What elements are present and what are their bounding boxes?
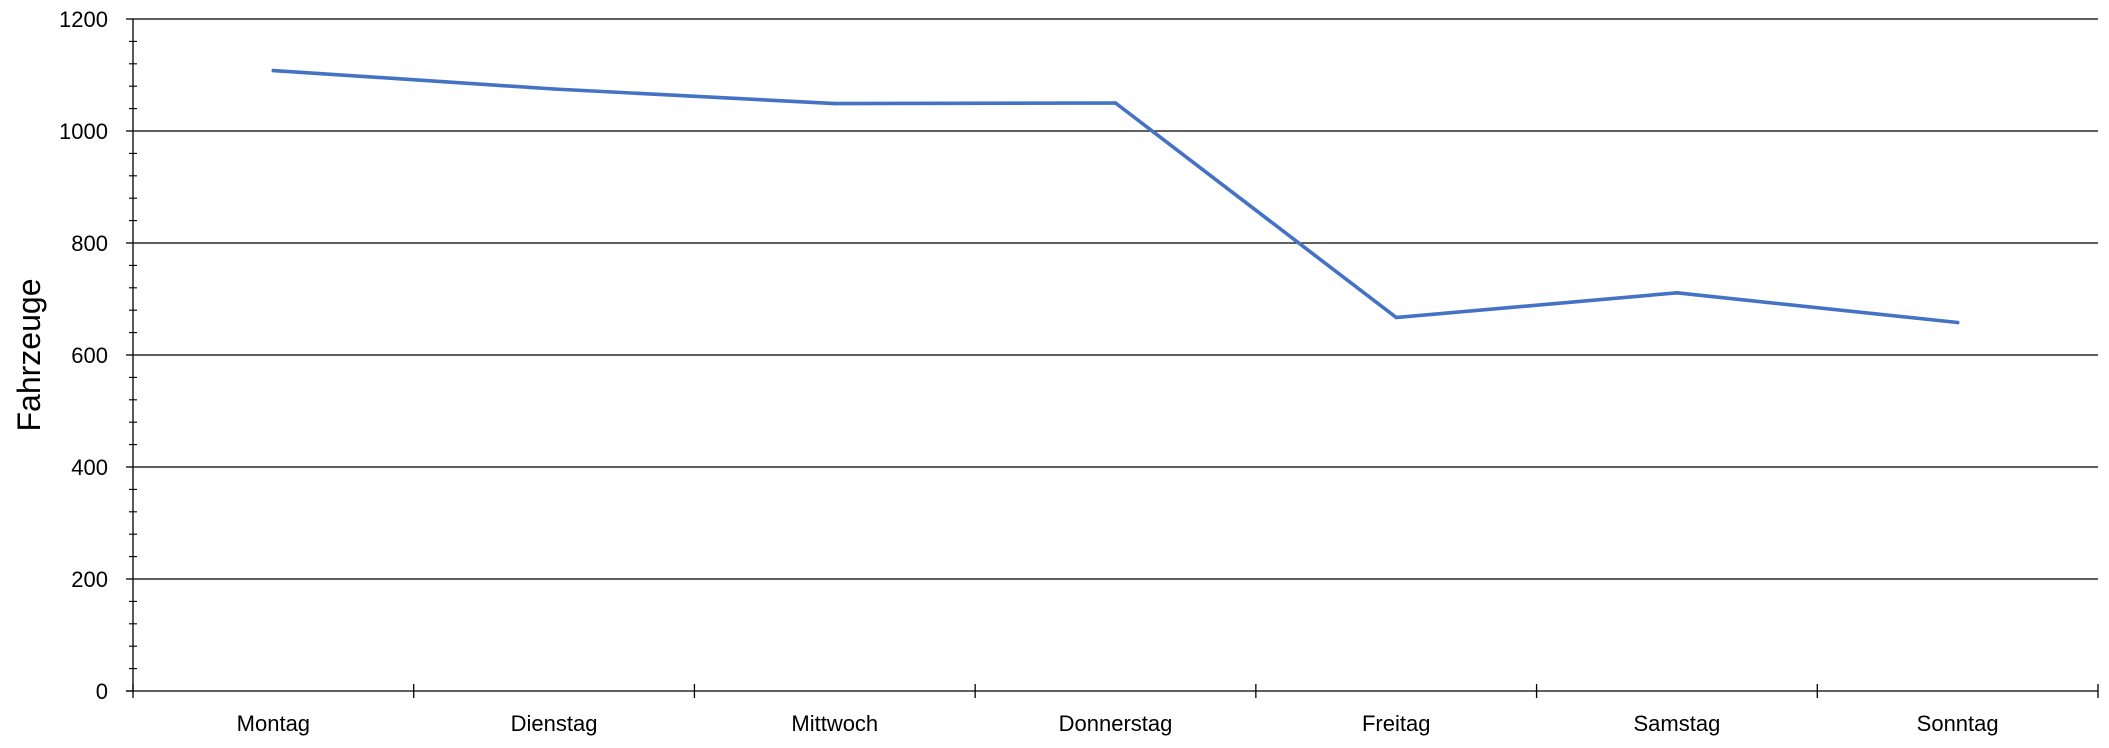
series-line: [271, 68, 1960, 325]
x-tick-label: Montag: [237, 711, 310, 736]
y-tick-label: 1000: [59, 119, 108, 144]
x-tick-label: Samstag: [1634, 711, 1721, 736]
x-tick-label: Freitag: [1362, 711, 1430, 736]
data-point: [552, 87, 556, 91]
y-axis-title: Fahrzeuge: [11, 279, 47, 432]
gridlines: [133, 18, 2098, 580]
data-point: [271, 68, 276, 73]
axes: [126, 18, 2099, 698]
data-point: [1113, 101, 1118, 105]
tick-labels: 0 200 400 600 800 1000 1200 Montag Dienstag Mittw…: [59, 7, 1999, 736]
y-tick-label: 600: [71, 343, 108, 368]
data-point: [1675, 291, 1679, 295]
data-point: [832, 101, 837, 106]
y-tick-label: 800: [71, 231, 108, 256]
y-tick-label: 400: [71, 455, 108, 480]
y-tick-label: 1200: [59, 7, 108, 32]
x-tick-label: Sonntag: [1917, 711, 1999, 736]
series-lines: [271, 68, 1960, 325]
x-tick-label: Dienstag: [511, 711, 598, 736]
x-tick-label: Donnerstag: [1059, 711, 1173, 736]
data-point: [1394, 315, 1399, 320]
x-tick-label: Mittwoch: [791, 711, 878, 736]
data-point: [1955, 320, 1960, 325]
y-tick-label: 0: [96, 679, 108, 704]
y-tick-label: 200: [71, 567, 108, 592]
